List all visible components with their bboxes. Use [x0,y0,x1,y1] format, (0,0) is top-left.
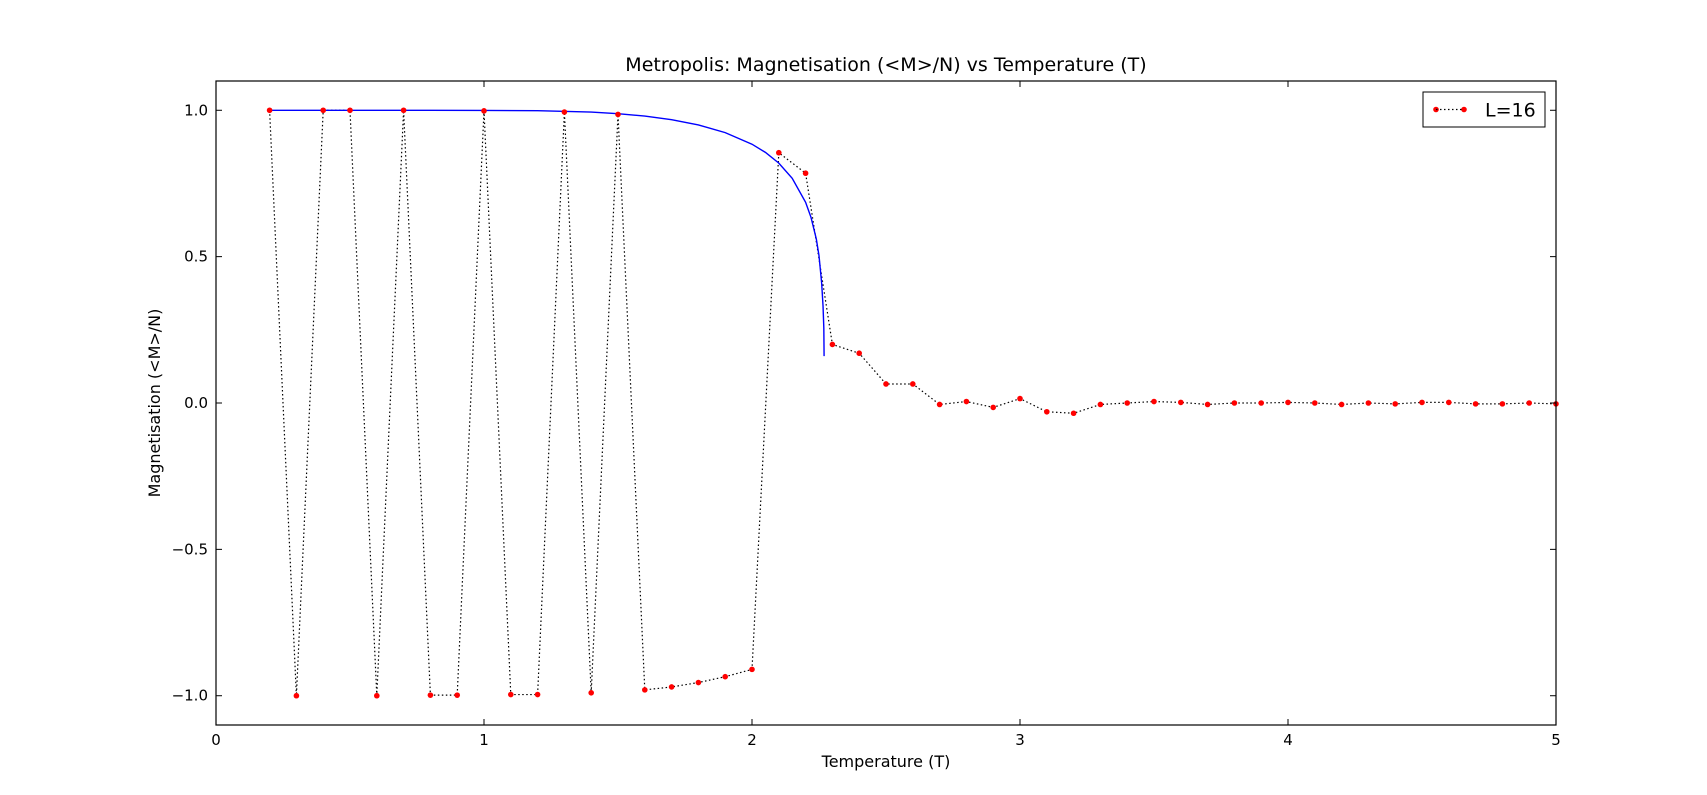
data-point [1097,401,1104,408]
data-point [829,341,836,348]
x-tick-label: 3 [1015,731,1025,749]
data-point [561,109,568,115]
data-point [400,107,407,114]
data-point [1044,408,1050,415]
data-point [266,107,273,114]
y-tick-label: 1.0 [184,101,208,119]
data-point [776,149,782,156]
data-point [1472,401,1479,407]
data-point [534,691,541,698]
y-tick-label: −1.0 [172,687,208,705]
legend-label-l16: L=16 [1485,100,1536,122]
y-tick-label: 0.0 [184,394,208,412]
data-point [1392,401,1398,407]
legend-box [1422,91,1546,128]
data-point [1419,399,1425,406]
data-point [1365,400,1372,406]
plot-area [266,107,1559,699]
y-tick-label: 0.5 [184,248,208,266]
x-axis-label: Temperature (T) [821,752,951,771]
data-point [1017,395,1023,402]
data-point [347,107,353,114]
data-point [454,692,461,698]
x-tick-label: 2 [747,731,757,749]
data-point [668,684,675,690]
data-point [1526,400,1532,406]
y-tick-label: −0.5 [172,540,208,558]
y-axis-label: Magnetisation (<M>/N) [145,309,164,498]
data-point [1285,399,1291,406]
x-tick-label: 4 [1283,731,1293,749]
data-point [963,398,970,405]
x-tick-label: 0 [211,731,221,749]
data-point [588,690,594,696]
data-point [1231,400,1238,406]
data-point [856,350,862,357]
data-point [1070,410,1077,417]
legend-marker-dot [1461,106,1467,113]
chart-title: Metropolis: Magnetisation (<M>/N) vs Tem… [625,54,1146,76]
data-point [695,679,702,686]
data-point [615,111,621,118]
data-point [508,691,514,698]
data-point [293,692,300,699]
data-point [883,381,889,387]
data-point [1338,401,1345,408]
tick-marks: 0 1 2 3 4 5 −1.0 −0.5 0.0 0.5 1.0 [172,81,1561,749]
series-theory-line [269,109,825,357]
data-point [1446,399,1452,406]
data-point [936,401,943,408]
legend: L=16 [1422,91,1546,128]
data-point [990,404,996,411]
data-point [1499,401,1506,407]
data-point [481,108,487,114]
data-point [749,666,755,673]
data-point [320,107,327,114]
x-tick-label: 1 [479,731,489,749]
data-point [1312,400,1318,406]
data-point [802,170,809,177]
data-point [1178,399,1184,406]
data-point [1151,398,1157,405]
data-point [427,692,434,698]
data-point [910,381,916,387]
data-point [642,687,648,693]
data-point [1258,400,1264,406]
x-tick-label: 5 [1551,731,1561,749]
data-point [374,692,380,699]
data-point [1124,400,1130,406]
data-point [1204,401,1211,408]
data-point [722,673,728,680]
